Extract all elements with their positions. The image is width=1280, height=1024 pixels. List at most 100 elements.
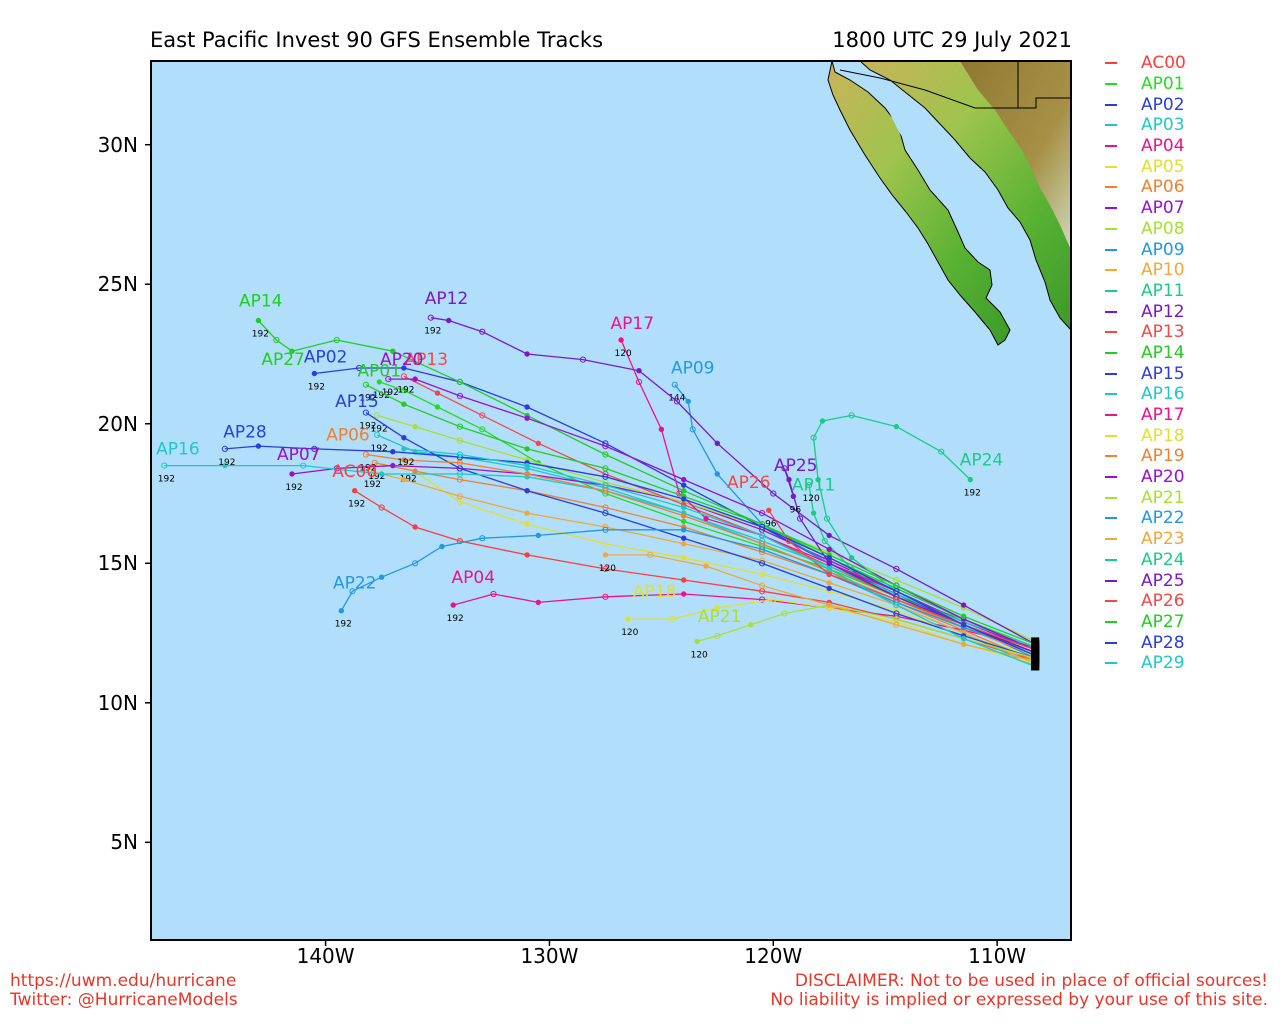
track-point bbox=[647, 551, 654, 559]
track-point bbox=[960, 635, 967, 642]
forecast-hour-label: 192 bbox=[308, 383, 325, 393]
track-point bbox=[602, 465, 609, 472]
track-point bbox=[446, 317, 452, 324]
track-line bbox=[379, 381, 1036, 648]
track-point bbox=[524, 415, 530, 421]
legend-label: AP27 bbox=[1141, 611, 1185, 632]
legend-swatch bbox=[1105, 496, 1117, 499]
track-point bbox=[390, 462, 396, 469]
map-date: 1800 UTC 29 July 2021 bbox=[832, 28, 1072, 52]
legend-item-ap11: AP11 bbox=[1100, 281, 1270, 302]
forecast-hour-label: 192 bbox=[400, 475, 417, 485]
track-point bbox=[823, 515, 831, 522]
track-point bbox=[826, 580, 832, 586]
track-point bbox=[681, 518, 687, 525]
forecast-hour-label: 192 bbox=[359, 464, 376, 474]
track-label-ap24: AP24 bbox=[960, 451, 1004, 471]
track-point bbox=[401, 457, 407, 463]
track-point bbox=[535, 440, 541, 446]
legend-label: AP26 bbox=[1141, 591, 1185, 612]
track-point bbox=[289, 471, 295, 477]
track-point bbox=[893, 602, 900, 609]
track-point bbox=[893, 423, 900, 430]
track-point bbox=[524, 552, 530, 558]
legend-item-ap06: AP06 bbox=[1100, 177, 1270, 198]
legend-label: AP13 bbox=[1141, 322, 1185, 343]
track-point bbox=[694, 638, 700, 645]
gulf-of-california bbox=[880, 82, 1028, 290]
track-point bbox=[673, 398, 681, 405]
track-point bbox=[848, 555, 855, 561]
lon-tick-label: 120W bbox=[744, 944, 803, 968]
footer-twitter[interactable]: Twitter: @HurricaneModels bbox=[10, 990, 238, 1010]
track-point bbox=[456, 451, 463, 458]
legend-item-ap26: AP26 bbox=[1100, 591, 1270, 612]
track-point bbox=[412, 524, 418, 530]
legend-item-ap09: AP09 bbox=[1100, 239, 1270, 260]
us-mexico-border bbox=[839, 69, 1071, 109]
legend-swatch bbox=[1105, 455, 1117, 458]
footer-url[interactable]: https://uwm.edu/hurricane bbox=[10, 971, 237, 991]
track-point bbox=[810, 434, 817, 441]
forecast-hour-label: 192 bbox=[359, 394, 376, 404]
disclaimer-line-2: No liability is implied or expressed by … bbox=[770, 990, 1268, 1010]
legend-swatch bbox=[1105, 83, 1117, 86]
legend-label: AP01 bbox=[1141, 74, 1185, 95]
track-point bbox=[848, 412, 855, 419]
track-point bbox=[456, 378, 463, 385]
track-point bbox=[400, 387, 407, 394]
track-point bbox=[681, 476, 687, 483]
track-point bbox=[714, 605, 720, 611]
legend-label: AP18 bbox=[1141, 425, 1185, 446]
lat-tick-label: 30N bbox=[97, 132, 138, 157]
track-point bbox=[524, 488, 530, 494]
legend-item-ap17: AP17 bbox=[1100, 405, 1270, 426]
legend-label: AP24 bbox=[1141, 549, 1185, 570]
lat-tick-label: 5N bbox=[110, 830, 138, 855]
legend-swatch bbox=[1105, 579, 1117, 582]
track-label-ac00: AC00 bbox=[332, 462, 377, 482]
track-point bbox=[681, 591, 687, 597]
legend-item-ap24: AP24 bbox=[1100, 550, 1270, 571]
track-point bbox=[602, 552, 609, 558]
forecast-hour-label: 192 bbox=[348, 500, 365, 510]
legend-label: AP28 bbox=[1141, 632, 1185, 653]
track-point bbox=[222, 462, 228, 469]
legend: AC00 AP01 AP02 AP03 AP04 AP05 AP06 AP07 AP08 AP09… bbox=[1100, 53, 1270, 674]
track-point bbox=[669, 616, 676, 623]
track-point bbox=[681, 488, 687, 494]
forecast-hour-label: 120 bbox=[621, 628, 638, 638]
legend-item-ap08: AP08 bbox=[1100, 219, 1270, 240]
legend-item-ap13: AP13 bbox=[1100, 322, 1270, 343]
track-point bbox=[376, 379, 382, 385]
forecast-hour-label: 192 bbox=[368, 472, 385, 482]
lat-tick-label: 15N bbox=[97, 551, 138, 576]
track-label-ap11: AP11 bbox=[792, 476, 836, 496]
track-point bbox=[524, 351, 530, 357]
track-point bbox=[806, 482, 813, 489]
legend-item-ap10: AP10 bbox=[1100, 260, 1270, 281]
legend-item-ap01: AP01 bbox=[1100, 74, 1270, 95]
track-point bbox=[602, 443, 609, 450]
legend-item-ap02: AP02 bbox=[1100, 94, 1270, 115]
legend-swatch bbox=[1105, 620, 1117, 623]
legend-swatch bbox=[1105, 662, 1117, 665]
forecast-hour-label: 120 bbox=[803, 494, 820, 504]
legend-label: AP14 bbox=[1141, 342, 1185, 363]
track-point bbox=[781, 465, 788, 472]
legend-swatch bbox=[1105, 227, 1117, 230]
sierra-madre bbox=[960, 61, 1071, 250]
legend-label: AP03 bbox=[1141, 115, 1185, 136]
track-ap23: 120 bbox=[599, 551, 1040, 665]
forecast-hour-label: 192 bbox=[371, 444, 388, 454]
track-point bbox=[338, 608, 344, 614]
track-point bbox=[439, 543, 445, 550]
legend-swatch bbox=[1105, 517, 1117, 520]
forecast-hour-label: 192 bbox=[371, 424, 388, 434]
legend-item-ap21: AP21 bbox=[1100, 487, 1270, 508]
track-point bbox=[362, 451, 369, 458]
track-point bbox=[893, 588, 900, 595]
lon-tick-label: 140W bbox=[296, 944, 355, 968]
track-point bbox=[356, 364, 363, 372]
legend-label: AP29 bbox=[1141, 653, 1185, 674]
